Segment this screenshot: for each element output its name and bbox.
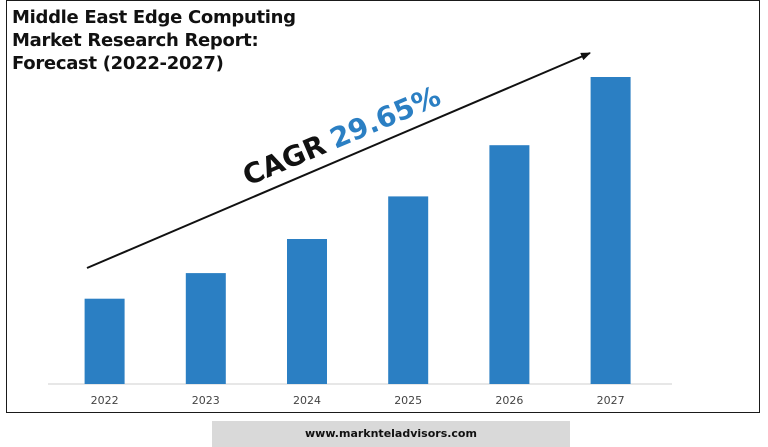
cagr-annotation: CAGR29.65% [238, 79, 445, 192]
bar-2025 [388, 196, 429, 384]
bar-2024 [287, 239, 327, 384]
x-tick-label: 2025 [394, 394, 422, 407]
chart-frame [6, 0, 760, 413]
footer-bar [212, 421, 570, 447]
x-tick-label: 2027 [597, 394, 625, 407]
cagr-value: 29.65% [325, 79, 445, 155]
bar-2022 [84, 298, 125, 384]
chart-title: Middle East Edge Computing Market Resear… [12, 7, 296, 74]
x-tick-label: 2022 [91, 394, 119, 407]
x-tick-label: 2023 [192, 394, 220, 407]
bar-2026 [489, 145, 530, 384]
x-tick-label: 2026 [495, 394, 523, 407]
cagr-trend-arrow [86, 52, 591, 269]
footer-url: www.marknteladvisors.com [305, 427, 477, 440]
bar-2027 [590, 77, 631, 384]
bar-2023 [185, 273, 226, 384]
x-tick-label: 2024 [293, 394, 321, 407]
